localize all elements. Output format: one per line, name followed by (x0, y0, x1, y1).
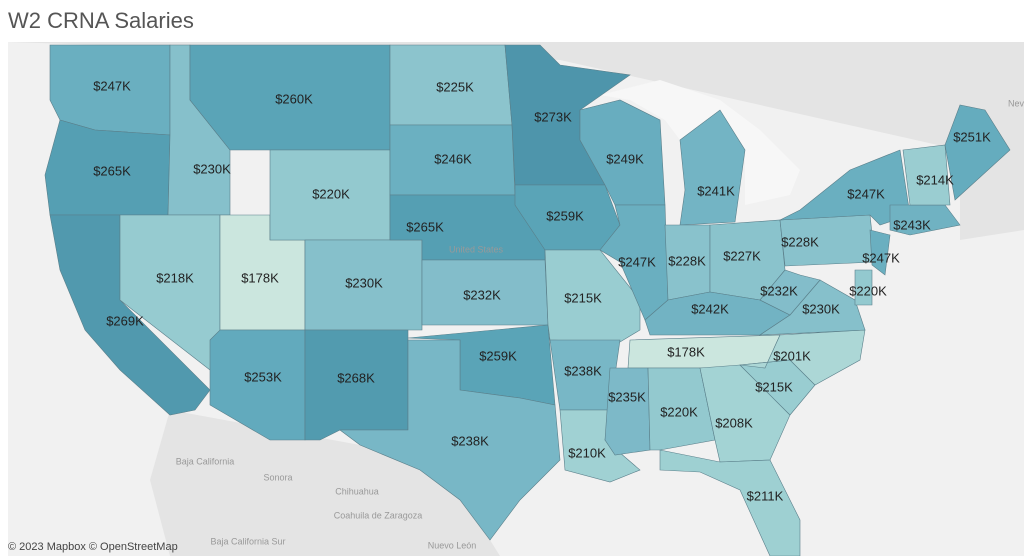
state-region (759, 269, 821, 316)
basemap-label: Baja California (176, 456, 235, 466)
state-region (944, 104, 1011, 201)
region-label: $246K (434, 151, 472, 166)
region-label: $268K (337, 370, 375, 385)
title: W2 CRNA Salaries (8, 8, 194, 33)
region-label: $238K (451, 433, 489, 448)
region-label: $215K (564, 290, 602, 305)
region-label: $235K (608, 389, 646, 404)
region-label: $178K (241, 270, 279, 285)
region-label: $265K (93, 163, 131, 178)
state-region (659, 449, 801, 556)
region-label: $232K (463, 287, 501, 302)
basemap-label: Nev (1008, 98, 1024, 108)
basemap-label: Sonora (263, 472, 292, 482)
region-label: $220K (312, 186, 350, 201)
state-region (739, 329, 866, 386)
state-region (902, 144, 951, 206)
region-label: $273K (534, 109, 572, 124)
region-label: $201K (773, 348, 811, 363)
region-label: $247K (93, 78, 131, 93)
basemap-label: United States (449, 244, 504, 254)
region-label: $218K (156, 270, 194, 285)
state-region (304, 239, 423, 331)
region-label: $259K (546, 208, 584, 223)
state-region (679, 109, 746, 226)
state-region (647, 367, 716, 451)
canada (8, 42, 1024, 240)
region-label: $230K (802, 301, 840, 316)
basemap-label: Chihuahua (335, 486, 379, 496)
region-label: $211K (747, 488, 784, 503)
region-label: $208K (715, 415, 753, 430)
region-label: $260K (275, 91, 313, 106)
mexico (150, 410, 500, 556)
region-label: $225K (436, 79, 474, 94)
region-label: $259K (479, 348, 517, 363)
region-label: $247K (618, 254, 656, 269)
basemap-label: Baja California Sur (210, 536, 285, 546)
region-label: $228K (781, 234, 819, 249)
basemap-label: Coahuila de Zaragoza (334, 510, 423, 520)
region-label: $269K (106, 313, 144, 328)
region-label: $220K (660, 404, 698, 419)
state-region (869, 229, 891, 276)
region-label: $215K (755, 379, 793, 394)
great-lakes (600, 80, 800, 205)
region-label: $232K (760, 283, 798, 298)
region-label: $242K (691, 301, 729, 316)
state-region (604, 367, 651, 456)
region-label: $227K (723, 248, 761, 263)
attribution: © 2023 Mapbox © OpenStreetMap (8, 541, 178, 553)
state-region (854, 269, 873, 306)
state-region (544, 249, 641, 343)
region-label: $253K (244, 369, 282, 384)
region-label: $178K (667, 344, 705, 359)
region-label: $230K (193, 161, 231, 176)
basemap-label: Nuevo León (428, 540, 477, 550)
region-label: $214K (916, 172, 954, 187)
region-label: $251K (953, 129, 991, 144)
state-region (339, 339, 561, 541)
region-label: $238K (564, 363, 602, 378)
region-label: $243K (893, 217, 931, 232)
region-label: $241K (697, 183, 735, 198)
region-label: $230K (345, 275, 383, 290)
region-label: $265K (406, 219, 444, 234)
region-label: $220K (849, 283, 887, 298)
region-label: $228K (668, 253, 706, 268)
region-label: $247K (862, 250, 900, 265)
region-label: $210K (568, 445, 606, 460)
region-label: $249K (606, 151, 644, 166)
region-label: $247K (847, 186, 885, 201)
state-region (599, 204, 669, 321)
state-region (758, 279, 866, 336)
